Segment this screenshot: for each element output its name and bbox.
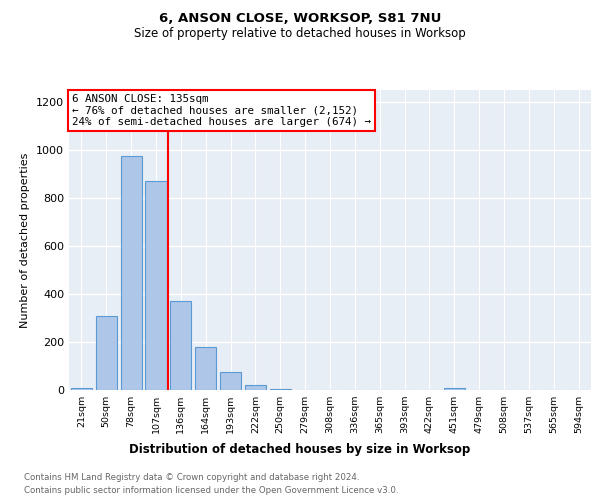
Text: Contains public sector information licensed under the Open Government Licence v3: Contains public sector information licen… <box>24 486 398 495</box>
Y-axis label: Number of detached properties: Number of detached properties <box>20 152 31 328</box>
Text: 6 ANSON CLOSE: 135sqm
← 76% of detached houses are smaller (2,152)
24% of semi-d: 6 ANSON CLOSE: 135sqm ← 76% of detached … <box>72 94 371 127</box>
Bar <box>245 384 266 390</box>
Text: 6, ANSON CLOSE, WORKSOP, S81 7NU: 6, ANSON CLOSE, WORKSOP, S81 7NU <box>159 12 441 26</box>
Bar <box>195 347 216 390</box>
Text: Size of property relative to detached houses in Worksop: Size of property relative to detached ho… <box>134 28 466 40</box>
Bar <box>444 388 465 390</box>
Bar <box>270 389 291 390</box>
Bar <box>71 388 92 390</box>
Bar <box>170 301 191 390</box>
Text: Distribution of detached houses by size in Worksop: Distribution of detached houses by size … <box>130 442 470 456</box>
Text: Contains HM Land Registry data © Crown copyright and database right 2024.: Contains HM Land Registry data © Crown c… <box>24 472 359 482</box>
Bar <box>96 316 117 390</box>
Bar <box>220 372 241 390</box>
Bar <box>121 156 142 390</box>
Bar <box>145 181 167 390</box>
